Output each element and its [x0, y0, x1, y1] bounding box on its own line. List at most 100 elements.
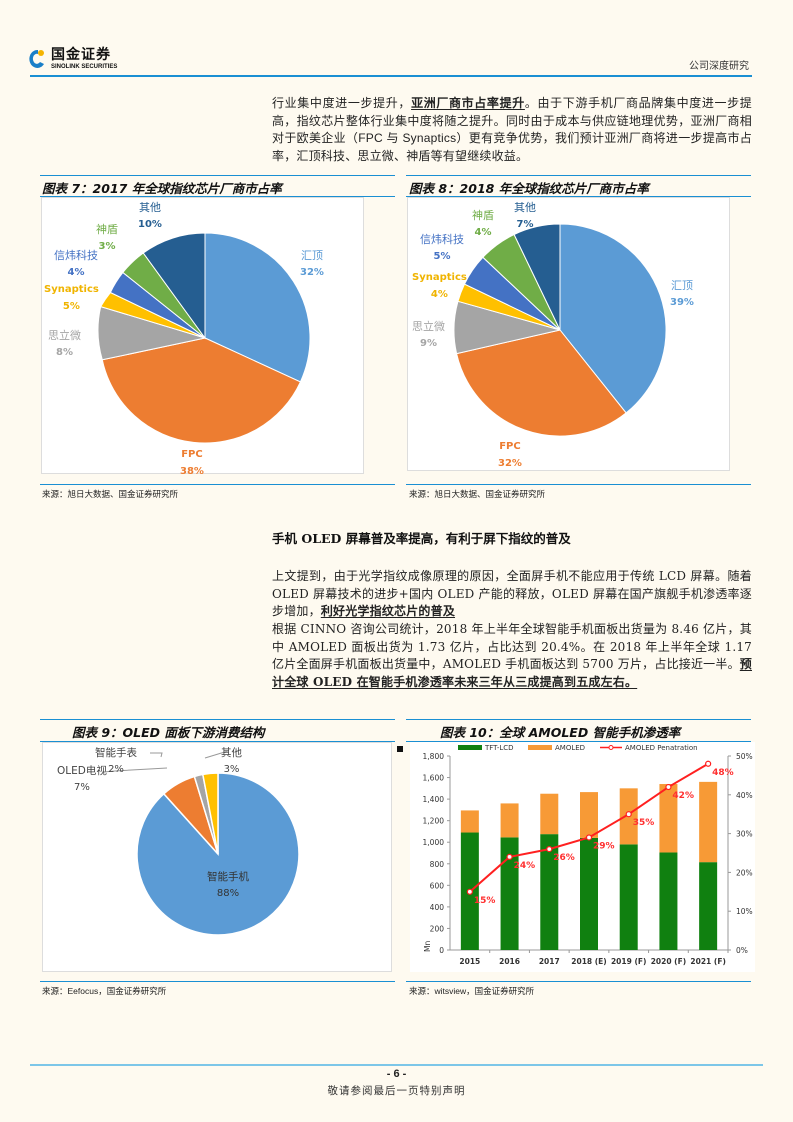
- svg-text:10%: 10%: [736, 907, 753, 916]
- fig7-label-other: 其他 10%: [138, 201, 162, 230]
- svg-text:26%: 26%: [553, 853, 575, 863]
- fig7-label-egis: 神盾 3%: [96, 223, 118, 252]
- svg-text:35%: 35%: [633, 818, 655, 828]
- svg-text:TFT-LCD: TFT-LCD: [484, 744, 514, 752]
- svg-text:2015: 2015: [459, 957, 480, 966]
- svg-text:2021 (F): 2021 (F): [690, 957, 725, 966]
- svg-text:1,600: 1,600: [423, 774, 445, 783]
- page-number: - 6 -: [386, 1068, 407, 1080]
- svg-text:2017: 2017: [539, 957, 560, 966]
- svg-text:50%: 50%: [736, 752, 753, 761]
- svg-text:2016: 2016: [499, 957, 520, 966]
- logo-chinese-name: 国金证券: [51, 47, 111, 63]
- fig8-top-rule: [406, 175, 751, 176]
- fig8-title-rule: [406, 196, 751, 197]
- marker-square-icon: [397, 746, 403, 752]
- svg-text:400: 400: [430, 903, 445, 912]
- fig9-title: 图表 9：OLED 面板下游消费结构: [72, 725, 265, 740]
- header-divider: [30, 75, 752, 77]
- fig7-label-fpc: FPC 38%: [180, 449, 204, 477]
- svg-text:AMOLED: AMOLED: [555, 744, 585, 752]
- fig10-source: 来源：witsview，国金证券研究所: [409, 986, 535, 997]
- p1-text: 上文提到，由于光学指纹成像原理的原因，全面屏手机不能应用于传统 LCD 屏幕。随…: [272, 569, 752, 618]
- fig10-bottom-rule: [406, 981, 751, 982]
- fig8-label-egis: 神盾 4%: [472, 209, 494, 238]
- svg-text:1,400: 1,400: [423, 795, 445, 804]
- fig8-chart: 汇顶 39% FPC 32% 思立微 9% Synaptics 4% 信炜科技 5% 神盾…: [407, 197, 730, 471]
- svg-text:0: 0: [439, 946, 444, 955]
- intro-text-2: 。由于下游手机厂商品牌集中度进一步提高，指纹芯片整体行业集中度将随之提升。同时由…: [272, 96, 753, 145]
- fig9-label-other: 其他 3%: [221, 747, 242, 775]
- svg-text:Mn: Mn: [423, 941, 432, 952]
- svg-text:42%: 42%: [672, 791, 694, 801]
- svg-text:40%: 40%: [736, 791, 753, 800]
- fig7-bottom-rule: [40, 484, 395, 485]
- fig9-chart: 智能手表 2% 其他 3% OLED电视 7% 智能手机 88%: [42, 742, 392, 972]
- fig7-pie-chart: [97, 232, 311, 444]
- fig8-label-other: 其他 7%: [514, 201, 536, 230]
- fig7-title-rule: [40, 196, 395, 197]
- fig8-label-synaptics: Synaptics 4%: [412, 272, 467, 300]
- svg-text:1,000: 1,000: [423, 838, 445, 847]
- fig7-label-xinwei: 信炜科技 4%: [54, 249, 98, 278]
- fig10-bar-line-chart: 0 200 400 600 800 1,000 1,200 1,400 1,600 1,800 0%…: [423, 744, 753, 966]
- fig8-pie-chart: [453, 223, 667, 437]
- fig10-top-rule: [406, 719, 751, 720]
- report-type: 公司深度研究: [689, 61, 749, 72]
- fig8-title: 图表 8：2018 年全球指纹芯片厂商市占率: [409, 181, 649, 196]
- intro-highlight: 亚洲厂商市占率提升: [411, 96, 525, 110]
- intro-paragraph: 行业集中度进一步提升，亚洲厂商市占率提升。由于下游手机厂商品牌集中度进一步提高，…: [272, 95, 752, 165]
- svg-text:200: 200: [430, 924, 445, 933]
- fig7-source: 来源：旭日大数据、国金证券研究所: [42, 490, 179, 500]
- svg-text:48%: 48%: [712, 768, 734, 778]
- svg-text:24%: 24%: [514, 861, 536, 871]
- fig8-bottom-rule: [406, 484, 751, 485]
- svg-text:30%: 30%: [736, 830, 753, 839]
- fig9-label-smartwatch: 智能手表 2%: [95, 747, 137, 775]
- p2-text: 根据 CINNO 咨询公司统计，2018 年上半年全球智能手机面板出货量为 8.…: [272, 622, 752, 671]
- fig8-label-silead: 思立微 9%: [412, 320, 445, 349]
- svg-text:1,800: 1,800: [423, 752, 445, 761]
- fig10-title-rule: [406, 741, 751, 742]
- company-logo: 国金证券 SINOLINK SECURITIES: [28, 44, 148, 74]
- fig9-label-smartphone: 智能手机 88%: [207, 871, 249, 899]
- fig9-source: 来源：Eefocus，国金证券研究所: [42, 986, 167, 997]
- fig7-label-silead: 思立微 8%: [48, 329, 81, 358]
- fig8-label-xinwei: 信炜科技 5%: [420, 233, 464, 262]
- svg-text:2019 (F): 2019 (F): [611, 957, 646, 966]
- intro-text-latin: FPC 与 Synaptics: [358, 131, 457, 145]
- svg-text:1,200: 1,200: [423, 817, 445, 826]
- svg-text:0%: 0%: [736, 946, 748, 955]
- svg-text:AMOLED Penatration: AMOLED Penatration: [625, 744, 698, 752]
- fig7-label-synaptics: Synaptics 5%: [44, 284, 99, 312]
- svg-text:800: 800: [430, 860, 445, 869]
- section-heading: 手机 OLED 屏幕普及率提高，有利于屏下指纹的普及: [272, 531, 571, 546]
- logo-mark-icon: [28, 48, 46, 70]
- fig8-label-huiding: 汇顶 39%: [670, 279, 694, 308]
- svg-text:2018 (E): 2018 (E): [571, 957, 606, 966]
- intro-text-1: 行业集中度进一步提升，: [272, 96, 412, 110]
- section-paragraph-2: 根据 CINNO 咨询公司统计，2018 年上半年全球智能手机面板出货量为 8.…: [272, 621, 752, 691]
- footer-divider: [30, 1064, 763, 1066]
- fig7-chart: 汇顶 32% FPC 38% 思立微 8% Synaptics 5% 信炜科技 4% 神盾…: [41, 197, 364, 477]
- fig9-label-oled-tv: OLED电视 7%: [57, 765, 107, 793]
- section-paragraph-1: 上文提到，由于光学指纹成像原理的原因，全面屏手机不能应用于传统 LCD 屏幕。随…: [272, 568, 752, 621]
- fig9-bottom-rule: [40, 981, 395, 982]
- disclaimer-text: 敬请参阅最后一页特别声明: [327, 1085, 466, 1097]
- svg-text:15%: 15%: [474, 896, 496, 906]
- intro-text-3: ）更有竞争优势，我们预计亚洲厂商将进一步提高市占率，汇顶科技、思立微、神盾等有望…: [272, 131, 752, 163]
- fig10-title: 图表 10：全球 AMOLED 智能手机渗透率: [440, 725, 681, 740]
- fig8-label-fpc: FPC 32%: [498, 441, 522, 469]
- fig7-top-rule: [40, 175, 395, 176]
- svg-text:2020 (F): 2020 (F): [651, 957, 686, 966]
- svg-text:20%: 20%: [736, 868, 753, 877]
- fig7-title: 图表 7：2017 年全球指纹芯片厂商市占率: [42, 181, 282, 196]
- fig7-label-huiding: 汇顶 32%: [300, 249, 324, 278]
- fig8-source: 来源：旭日大数据、国金证券研究所: [409, 490, 546, 500]
- fig10-chart: 0 200 400 600 800 1,000 1,200 1,400 1,600 1,800 0%…: [410, 742, 755, 972]
- p2-highlight: 预计全球 OLED 在智能手机渗透率未来三年从三成提高到五成左右。: [272, 657, 752, 689]
- fig9-pie-chart: [102, 750, 300, 936]
- fig9-title-rule: [40, 741, 395, 742]
- svg-text:600: 600: [430, 881, 445, 890]
- p1-highlight: 利好光学指纹芯片的普及: [320, 604, 456, 618]
